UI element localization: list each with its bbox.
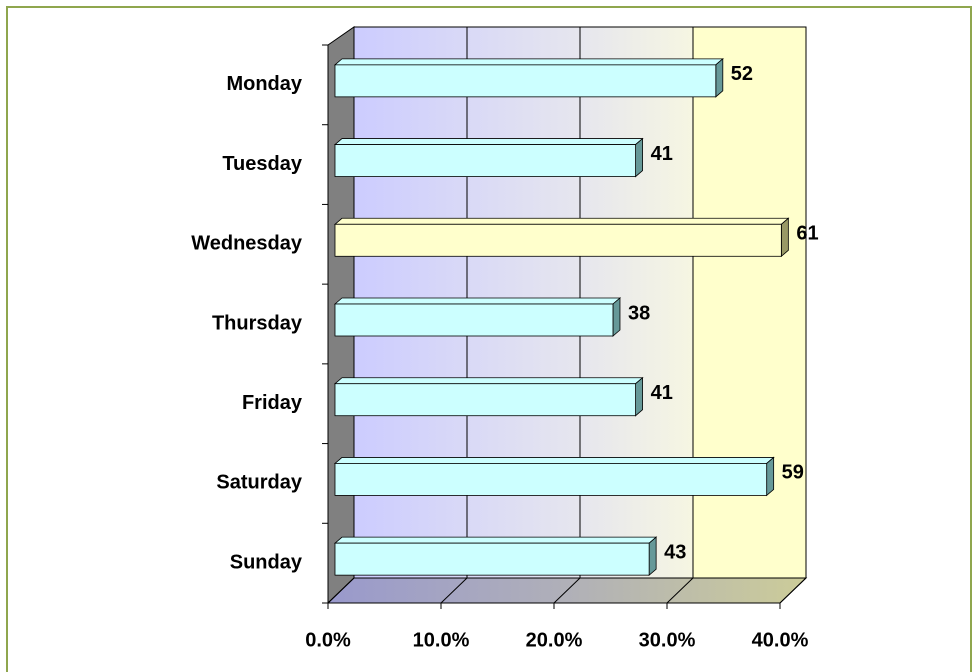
bar-side bbox=[648, 536, 657, 577]
bar-top bbox=[333, 457, 775, 464]
bar bbox=[334, 463, 768, 496]
x-tick-label: 20.0% bbox=[526, 629, 583, 651]
bar-side bbox=[766, 456, 775, 497]
bar bbox=[334, 223, 782, 257]
data-label: 38 bbox=[628, 302, 650, 324]
y-tick-label: Wednesday bbox=[191, 233, 303, 255]
data-label: 43 bbox=[664, 541, 686, 563]
x-tick-label: 10.0% bbox=[413, 629, 470, 651]
y-tick-label: Thursday bbox=[212, 312, 303, 334]
grid-line bbox=[553, 577, 581, 604]
bar bbox=[334, 303, 614, 337]
bar-top bbox=[333, 58, 724, 66]
bar-top bbox=[333, 377, 644, 385]
bar-top bbox=[333, 217, 790, 225]
y-tick-label: Sunday bbox=[230, 551, 303, 573]
y-tick-label: Saturday bbox=[216, 472, 302, 494]
data-label: 52 bbox=[731, 63, 753, 85]
y-tick-label: Tuesday bbox=[222, 153, 303, 175]
bar-top bbox=[333, 536, 658, 544]
bar bbox=[334, 144, 636, 177]
grid-line bbox=[327, 577, 355, 604]
bar bbox=[334, 64, 717, 98]
bar-side bbox=[612, 297, 621, 337]
bar bbox=[334, 383, 636, 417]
grid-line bbox=[666, 577, 694, 604]
bar-side bbox=[715, 57, 724, 98]
bar-side bbox=[635, 137, 643, 178]
grid-line bbox=[440, 577, 468, 604]
frame bbox=[6, 6, 972, 672]
data-label: 61 bbox=[796, 223, 818, 245]
data-label: 59 bbox=[782, 462, 804, 484]
bar-top bbox=[333, 138, 644, 145]
y-tick-label: Monday bbox=[226, 73, 302, 95]
bar bbox=[334, 542, 650, 576]
x-tick-label: 0.0% bbox=[305, 629, 351, 651]
data-label: 41 bbox=[651, 143, 673, 165]
x-tick-label: 40.0% bbox=[752, 629, 809, 651]
x-tick-label: 30.0% bbox=[639, 629, 696, 651]
bar-top bbox=[333, 297, 622, 305]
bar-side bbox=[780, 217, 789, 258]
y-tick-label: Friday bbox=[242, 392, 303, 414]
bar-side bbox=[635, 376, 643, 417]
data-label: 41 bbox=[651, 382, 673, 404]
grid-line bbox=[779, 577, 807, 604]
